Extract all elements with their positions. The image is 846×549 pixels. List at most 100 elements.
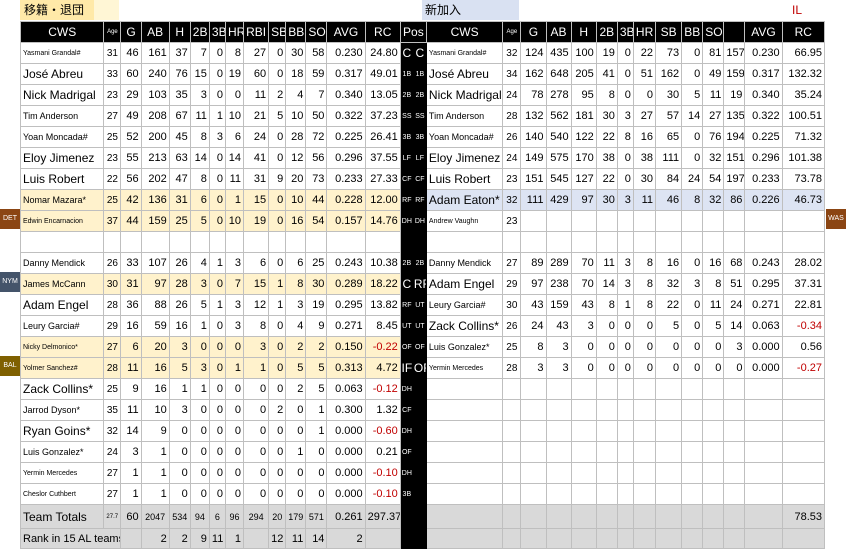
- empty-cell: [545, 231, 572, 253]
- rank-avg: 2: [326, 528, 366, 549]
- col-header-pos: Pos: [399, 21, 427, 43]
- new-stat-hr: 30: [632, 168, 657, 190]
- rank-ab: 2: [140, 528, 170, 549]
- player-age: 33: [103, 63, 122, 85]
- new-stat-avg: 0.271: [744, 294, 783, 316]
- right-col-header-blank: [723, 21, 746, 43]
- new-stat-sb: 57: [655, 105, 683, 127]
- stat-avg: 0.271: [326, 315, 366, 337]
- right-col-header-name: CWS: [425, 21, 504, 43]
- pos-cell: [399, 528, 414, 549]
- stat-d: 6: [189, 189, 210, 211]
- new-stat-avg: 0.063: [744, 315, 783, 337]
- new-stat-ab: 238: [545, 273, 572, 295]
- position-left: RF: [399, 294, 414, 316]
- totals-d: 94: [189, 504, 210, 529]
- new-stat-rc: 35.24: [781, 84, 826, 106]
- new-stat-ab: 3: [545, 336, 572, 358]
- totals-rc: 297.37: [364, 504, 401, 529]
- empty-cell: [502, 483, 522, 505]
- new-stat-sb: 16: [655, 252, 683, 274]
- new-stat-g: 43: [520, 294, 547, 316]
- position-left: IF: [399, 357, 414, 379]
- stat-rbi: 0: [243, 399, 270, 421]
- new-stat-x: 68: [723, 252, 746, 274]
- position-left: UT: [399, 315, 414, 337]
- empty-cell: [616, 399, 634, 421]
- empty-cell: [781, 441, 826, 463]
- stat-ab: 1: [140, 441, 170, 463]
- empty-cell: [140, 231, 170, 253]
- stat-rc: -0.22: [364, 336, 401, 358]
- stat-rc: 10.38: [364, 252, 401, 274]
- stat-bb: 2: [285, 378, 307, 400]
- rank-bb: 11: [285, 528, 307, 549]
- stat-g: 11: [120, 357, 142, 379]
- stat-h: 35: [168, 84, 191, 106]
- player-age: 24: [103, 441, 122, 463]
- stat-sb: 0: [268, 42, 287, 64]
- new-stat-d: 14: [595, 273, 618, 295]
- position-right: 1B: [412, 63, 427, 85]
- stat-rbi: 31: [243, 168, 270, 190]
- stat-sb: 0: [268, 315, 287, 337]
- new-stat-t: 3: [616, 105, 634, 127]
- player-name: Zack Collins*: [19, 378, 105, 400]
- stat-rbi: 60: [243, 63, 270, 85]
- new-stat-bb: 0: [681, 252, 704, 274]
- new-stat-d: 22: [595, 168, 618, 190]
- new-stat-avg: [744, 210, 783, 232]
- stat-d: 8: [189, 126, 210, 148]
- empty-cell: [520, 504, 547, 529]
- stat-g: 44: [120, 210, 142, 232]
- stat-hr: 0: [224, 462, 245, 484]
- empty-cell: [285, 231, 307, 253]
- stat-hr: 3: [224, 294, 245, 316]
- new-stat-avg: 0.322: [744, 105, 783, 127]
- new-player-age: 23: [502, 168, 522, 190]
- new-stat-t: 0: [616, 84, 634, 106]
- new-stat-h: 0: [570, 336, 597, 358]
- empty-cell: [305, 231, 328, 253]
- stat-bb: 10: [285, 105, 307, 127]
- stat-t: 0: [208, 336, 226, 358]
- empty-cell: [702, 504, 725, 529]
- stat-rc: -0.12: [364, 378, 401, 400]
- new-stat-rc: 66.95: [781, 42, 826, 64]
- position-left: 2B: [399, 252, 414, 274]
- stat-h: 25: [168, 210, 191, 232]
- stat-d: 0: [189, 336, 210, 358]
- stat-t: 0: [208, 378, 226, 400]
- empty-cell: [425, 528, 504, 549]
- team-marker-nym: NYM: [0, 272, 20, 292]
- new-stat-t: 0: [616, 357, 634, 379]
- new-stat-ab: 289: [545, 252, 572, 274]
- new-stat-sb: 65: [655, 126, 683, 148]
- stat-avg: 0.317: [326, 63, 366, 85]
- new-stat-so: 0: [702, 336, 725, 358]
- stat-rbi: 0: [243, 462, 270, 484]
- stat-t: 0: [208, 84, 226, 106]
- stat-h: 0: [168, 441, 191, 463]
- empty-cell: [681, 504, 704, 529]
- player-age: 29: [103, 315, 122, 337]
- totals-t: 6: [208, 504, 226, 529]
- player-age: 27: [103, 105, 122, 127]
- empty-cell: [702, 399, 725, 421]
- table-row: Yermin Mercedes 27 1 1 0 0 0 0 0 0 0 0 0.000 -0.10 DH: [19, 462, 826, 484]
- stat-t: 0: [208, 273, 226, 295]
- new-stat-ab: 575: [545, 147, 572, 169]
- empty-cell: [702, 420, 725, 442]
- new-stat-bb: 0: [681, 294, 704, 316]
- empty-cell: [655, 504, 683, 529]
- table-row: Edwin Encarnacion 37 44 159 25 5 0 10 19 0 16 54 0.1…: [19, 210, 826, 232]
- rank-so: 14: [305, 528, 328, 549]
- rank-hr: 1: [224, 528, 245, 549]
- stat-d: 8: [189, 168, 210, 190]
- empty-cell: [681, 441, 704, 463]
- stat-h: 26: [168, 252, 191, 274]
- stat-d: 0: [189, 441, 210, 463]
- empty-cell: [702, 462, 725, 484]
- team-marker-bal: BAL: [0, 356, 20, 376]
- empty-cell: [545, 399, 572, 421]
